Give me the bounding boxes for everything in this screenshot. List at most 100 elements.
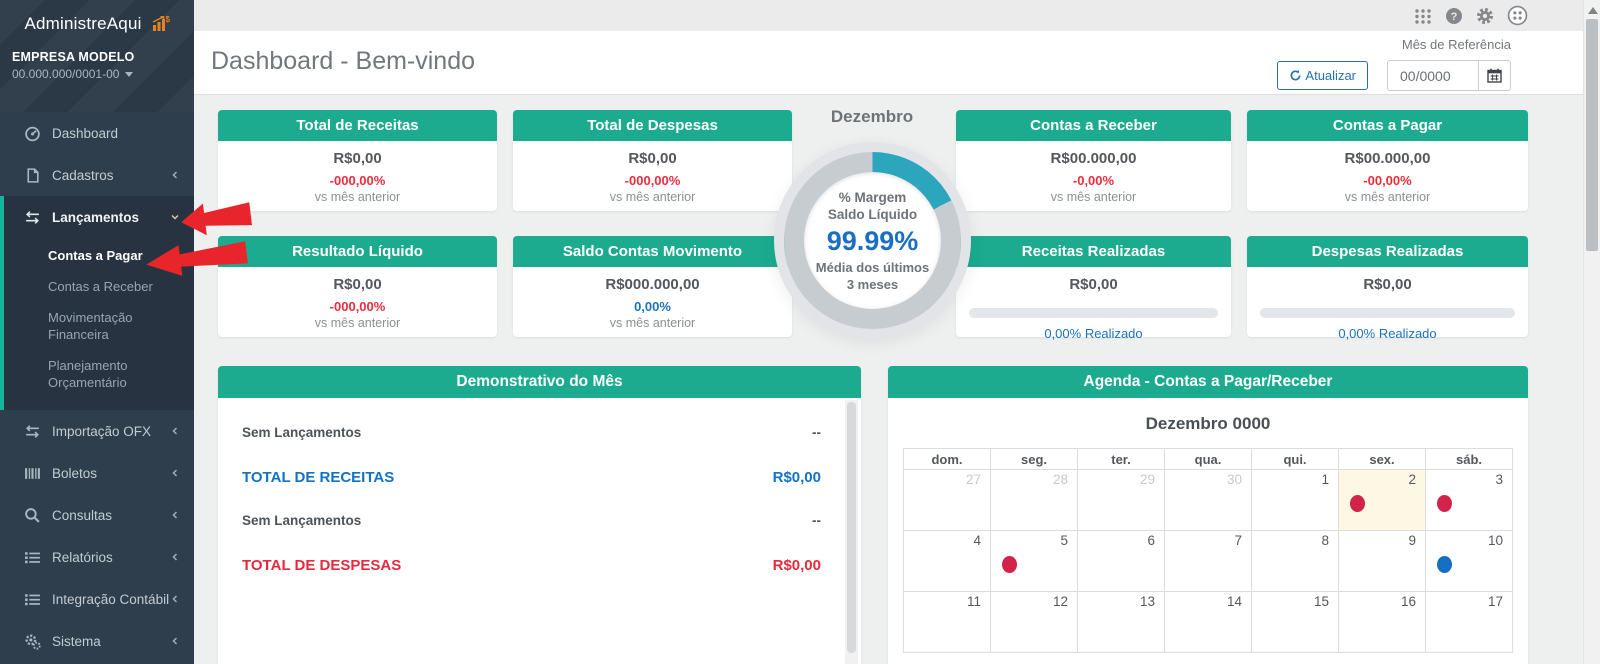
calendar-cell[interactable]: 10 <box>1425 530 1513 592</box>
sidebar-item-lancamentos[interactable]: Lançamentos <box>4 196 194 238</box>
calendar-cell[interactable]: 15 <box>1251 591 1339 653</box>
help-icon[interactable]: ? <box>1445 7 1463 25</box>
calendar-day-name: qui. <box>1251 448 1339 470</box>
page-title: Dashboard - Bem-vindo <box>211 47 476 75</box>
chevron-left-icon <box>170 552 180 562</box>
card-delta: -000,00% <box>624 173 681 188</box>
refresh-button[interactable]: Atualizar <box>1277 61 1368 90</box>
chevron-left-icon <box>170 510 180 520</box>
calendar-cell-today[interactable]: 2 <box>1338 469 1426 531</box>
reference-month-input[interactable] <box>1387 60 1478 91</box>
barcode-icon <box>24 465 41 482</box>
page-scrollbar[interactable] <box>1583 0 1600 664</box>
settings-gear-icon[interactable] <box>1476 7 1494 25</box>
event-dot-blue[interactable] <box>1437 556 1452 573</box>
calendar-day-name: seg. <box>990 448 1078 470</box>
demo-row: Sem Lançamentos -- <box>242 425 821 440</box>
card-resultado-liquido: Resultado Líquido R$0,00 -000,00% vs mês… <box>218 236 497 337</box>
card-caption: vs mês anterior <box>609 190 696 204</box>
apps-grid-icon[interactable] <box>1414 7 1432 25</box>
event-dot-red[interactable] <box>1437 495 1452 512</box>
sidebar-item-boletos[interactable]: Boletos <box>0 452 194 494</box>
calendar-cell[interactable]: 8 <box>1251 530 1339 592</box>
card-total-receitas: Total de Receitas R$0,00 -000,00% vs mês… <box>218 110 497 211</box>
exchange-icon <box>24 209 41 226</box>
company-name: EMPRESA MODELO <box>12 50 135 64</box>
card-saldo-contas-movimento: Saldo Contas Movimento R$000.000,00 0,00… <box>513 236 792 337</box>
gauge-sub-line2: 3 meses <box>846 276 899 292</box>
card-caption: vs mês anterior <box>1344 190 1431 204</box>
demo-row-value: -- <box>812 425 821 440</box>
sidebar-header: AdministreAqui $ EMPRESA MODELO 00.000.0… <box>0 0 194 112</box>
demo-row-label: Sem Lançamentos <box>242 425 362 440</box>
progress-bar <box>969 308 1218 318</box>
scroll-up-arrow-icon[interactable] <box>1588 7 1598 14</box>
calendar-cell[interactable]: 3 <box>1425 469 1513 531</box>
chevron-left-icon <box>170 594 180 604</box>
brand[interactable]: AdministreAqui $ <box>12 14 182 36</box>
scrollbar-thumb[interactable] <box>1586 19 1598 251</box>
card-delta: -000,00% <box>329 299 386 314</box>
exchange-icon <box>24 423 41 440</box>
event-dot-red[interactable] <box>1002 556 1017 573</box>
card-total-despesas: Total de Despesas R$0,00 -000,00% vs mês… <box>513 110 792 211</box>
calendar-day-name: ter. <box>1077 448 1165 470</box>
panel-title: Agenda - Contas a Pagar/Receber <box>888 366 1528 398</box>
sidebar-item-dashboard[interactable]: Dashboard <box>0 112 194 154</box>
calendar-cell[interactable]: 17 <box>1425 591 1513 653</box>
sidebar-item-integracao-contabil[interactable]: Integração Contábil <box>0 578 194 620</box>
calendar-cell[interactable]: 11 <box>903 591 991 653</box>
event-dot-red[interactable] <box>1350 495 1365 512</box>
caret-down-icon <box>125 71 134 77</box>
files-icon <box>24 167 41 184</box>
calendar-button[interactable] <box>1478 60 1511 91</box>
card-value: R$0,00 <box>628 150 677 167</box>
panel-scrollbar[interactable] <box>845 400 858 664</box>
sidebar-item-relatorios[interactable]: Relatórios <box>0 536 194 578</box>
progress-bar <box>1260 308 1515 318</box>
chevron-left-icon <box>170 636 180 646</box>
card-title: Receitas Realizadas <box>956 236 1231 267</box>
gauge-caption-line1: % Margem <box>838 189 907 205</box>
brand-name: AdministreAqui <box>24 14 142 33</box>
card-caption: vs mês anterior <box>314 316 401 330</box>
calendar-cell[interactable]: 4 <box>903 530 991 592</box>
calendar-cell[interactable]: 16 <box>1338 591 1426 653</box>
company-selector[interactable]: EMPRESA MODELO 00.000.000/0001-00 <box>12 50 182 81</box>
calendar-cell[interactable]: 6 <box>1077 530 1165 592</box>
card-value: R$000.000,00 <box>605 276 700 293</box>
calendar-cell[interactable]: 27 <box>903 469 991 531</box>
gauge-sub-line1: Média dos últimos <box>815 259 930 275</box>
calendar-cell[interactable]: 12 <box>990 591 1078 653</box>
sidebar-item-planejamento-orcamentario[interactable]: Planejamento Orçamentário <box>48 358 128 390</box>
sidebar-item-cadastros[interactable]: Cadastros <box>0 154 194 196</box>
calendar-cell[interactable]: 14 <box>1164 591 1252 653</box>
sidebar-item-sistema[interactable]: Sistema <box>0 620 194 662</box>
progress-label: 0,00% Realizado <box>1044 326 1143 341</box>
card-title: Saldo Contas Movimento <box>513 236 792 267</box>
calendar-cell[interactable]: 7 <box>1164 530 1252 592</box>
calendar-cell[interactable]: 5 <box>990 530 1078 592</box>
company-id: 00.000.000/0001-00 <box>12 67 120 81</box>
card-value: R$00.000,00 <box>1344 150 1431 167</box>
card-delta: -00,00% <box>1363 173 1412 188</box>
sidebar-item-importacao-ofx[interactable]: Importação OFX <box>0 410 194 452</box>
list-icon <box>24 591 41 608</box>
card-value: R$0,00 <box>333 150 382 167</box>
calendar-cell[interactable]: 29 <box>1077 469 1165 531</box>
demo-row-total-despesas: TOTAL DE DESPESAS R$0,00 <box>242 557 821 574</box>
calendar-cell[interactable]: 1 <box>1251 469 1339 531</box>
sidebar-item-consultas[interactable]: Consultas <box>0 494 194 536</box>
gears-icon <box>24 633 41 650</box>
account-icon[interactable] <box>1507 5 1528 26</box>
calendar-cell[interactable]: 13 <box>1077 591 1165 653</box>
calendar-cell[interactable]: 30 <box>1164 469 1252 531</box>
calendar-cell[interactable]: 28 <box>990 469 1078 531</box>
card-delta: -000,00% <box>329 173 386 188</box>
sidebar-item-contas-a-receber[interactable]: Contas a Receber <box>48 279 153 294</box>
calendar-icon <box>1487 68 1502 83</box>
calendar-cell[interactable]: 9 <box>1338 530 1426 592</box>
card-value: R$0,00 <box>333 276 382 293</box>
sidebar-item-contas-a-pagar[interactable]: Contas a Pagar <box>48 248 143 263</box>
sidebar-item-movimentacao-financeira[interactable]: Movimentação Financeira <box>48 310 133 342</box>
